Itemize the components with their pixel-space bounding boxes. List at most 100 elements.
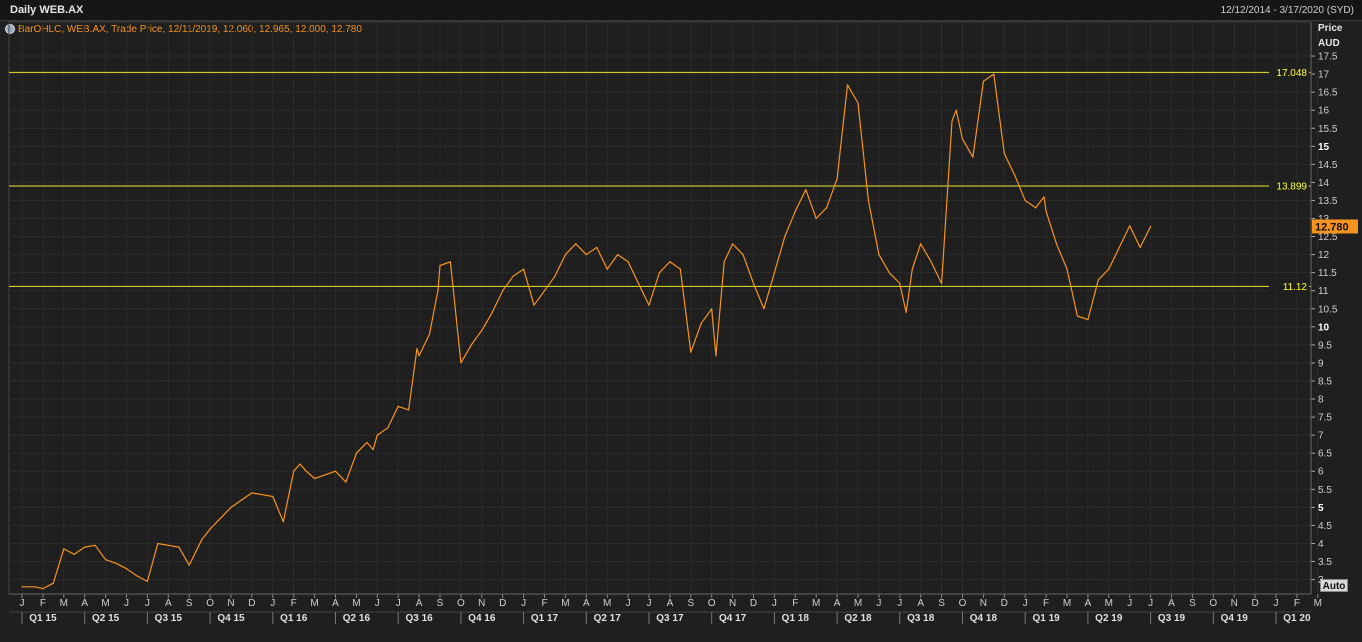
price-point <box>366 441 368 443</box>
price-point <box>408 409 410 411</box>
x-month-label: D <box>499 598 506 609</box>
price-point <box>805 189 807 191</box>
price-point <box>1087 319 1089 321</box>
price-point <box>575 243 577 245</box>
price-point <box>345 481 347 483</box>
price-point <box>240 499 242 501</box>
price-point <box>324 474 326 476</box>
horizontal-line-label: 13.899 <box>1276 182 1307 193</box>
price-point <box>715 355 717 357</box>
x-month-label: O <box>959 598 967 609</box>
price-point <box>282 521 284 523</box>
price-point <box>418 355 420 357</box>
price-point <box>1055 243 1058 245</box>
x-quarter-label: Q1 17 <box>531 613 559 624</box>
x-quarter-label: Q3 17 <box>656 613 684 624</box>
price-point <box>700 322 702 324</box>
x-month-label: M <box>854 598 862 609</box>
price-point <box>955 109 957 111</box>
y-tick-label: 6.5 <box>1318 449 1332 460</box>
price-point <box>742 254 744 256</box>
y-tick-label: 5.5 <box>1318 485 1332 496</box>
x-month-label: S <box>186 598 193 609</box>
price-point <box>251 492 253 494</box>
x-month-label: A <box>1168 598 1175 609</box>
price-point <box>449 261 451 263</box>
price-point <box>314 477 316 480</box>
x-month-label: J <box>396 598 401 609</box>
price-point <box>73 553 75 555</box>
legend-toggle-icon[interactable] <box>5 24 15 34</box>
y-tick-label: 6 <box>1318 467 1324 478</box>
x-month-label: F <box>291 598 297 609</box>
price-point <box>146 580 148 583</box>
price-point <box>1003 152 1005 155</box>
x-month-label: M <box>812 598 820 609</box>
x-quarter-label: Q2 17 <box>594 613 622 624</box>
price-point <box>63 548 65 550</box>
price-point <box>982 80 985 82</box>
price-point <box>794 210 796 212</box>
price-point <box>416 347 418 350</box>
x-month-label: J <box>1274 598 1279 609</box>
price-point <box>261 494 263 496</box>
y-tick-label: 8.5 <box>1318 376 1332 387</box>
price-point <box>951 120 953 122</box>
y-axis-title: Price <box>1318 23 1343 34</box>
y-tick-label: 10.5 <box>1318 304 1338 315</box>
y-tick-label: 4 <box>1318 539 1324 550</box>
y-tick-label: 16.5 <box>1318 88 1338 99</box>
price-point <box>188 564 190 566</box>
price-point <box>723 261 725 263</box>
price-point <box>512 275 514 277</box>
y-tick-label: 10 <box>1318 322 1330 333</box>
x-month-label: J <box>1023 598 1028 609</box>
x-quarter-label: Q2 18 <box>844 613 872 624</box>
y-tick-label: 7 <box>1318 431 1324 442</box>
price-point <box>21 586 23 588</box>
price-point <box>1024 199 1026 202</box>
price-point <box>201 539 203 541</box>
price-point <box>136 575 138 577</box>
chart-title: Daily WEB.AX <box>10 4 84 16</box>
x-quarter-label: Q4 16 <box>468 613 496 624</box>
price-point <box>33 586 36 588</box>
y-tick-label: 13.5 <box>1318 196 1338 207</box>
price-point <box>899 282 901 285</box>
y-axis-unit: AUD <box>1318 38 1340 49</box>
x-month-label: N <box>478 598 485 609</box>
price-point <box>972 156 974 158</box>
y-tick-label: 8 <box>1318 395 1324 406</box>
x-month-label: J <box>647 598 652 609</box>
price-point <box>648 304 650 306</box>
price-point <box>305 470 307 472</box>
x-month-label: N <box>1231 598 1238 609</box>
price-point <box>272 495 274 498</box>
price-point <box>930 261 932 263</box>
price-point <box>846 84 849 86</box>
price-point <box>84 546 86 548</box>
x-month-label: J <box>124 598 129 609</box>
y-tick-label: 15.5 <box>1318 124 1338 135</box>
x-month-label: M <box>352 598 360 609</box>
price-point <box>941 282 943 285</box>
price-point <box>752 282 755 285</box>
auto-scale-button[interactable]: Auto <box>1320 579 1348 592</box>
price-point <box>784 236 786 238</box>
price-point <box>209 528 211 530</box>
price-point <box>178 546 180 548</box>
x-month-label: F <box>1043 598 1049 609</box>
x-month-label: D <box>1251 598 1258 609</box>
y-tick-label: 15 <box>1318 142 1330 153</box>
x-quarter-label: Q4 15 <box>217 613 245 624</box>
top-bar: Daily WEB.AX 12/12/2014 - 3/17/2020 (SYD… <box>0 0 1362 21</box>
x-month-label: A <box>332 598 339 609</box>
y-tick-label: 11.5 <box>1318 268 1337 279</box>
price-point <box>1097 279 1099 281</box>
x-month-label: M <box>60 598 68 609</box>
price-point <box>836 178 838 180</box>
last-price-label: 12.780 <box>1315 221 1349 233</box>
y-tick-label: 4.5 <box>1318 521 1332 532</box>
price-point <box>470 344 472 346</box>
